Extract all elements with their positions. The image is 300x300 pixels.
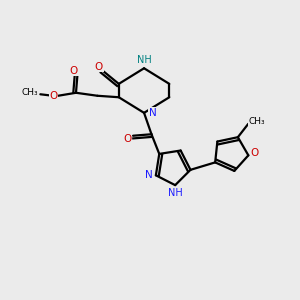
Text: N: N [148, 108, 156, 118]
Text: O: O [95, 62, 103, 72]
Text: O: O [124, 134, 132, 144]
Text: O: O [251, 148, 259, 158]
Text: CH₃: CH₃ [22, 88, 38, 97]
Text: N: N [146, 170, 153, 180]
Text: O: O [50, 91, 58, 101]
Text: NH: NH [137, 55, 152, 65]
Text: O: O [70, 66, 78, 76]
Text: NH: NH [168, 188, 182, 198]
Text: CH₃: CH₃ [248, 117, 265, 126]
